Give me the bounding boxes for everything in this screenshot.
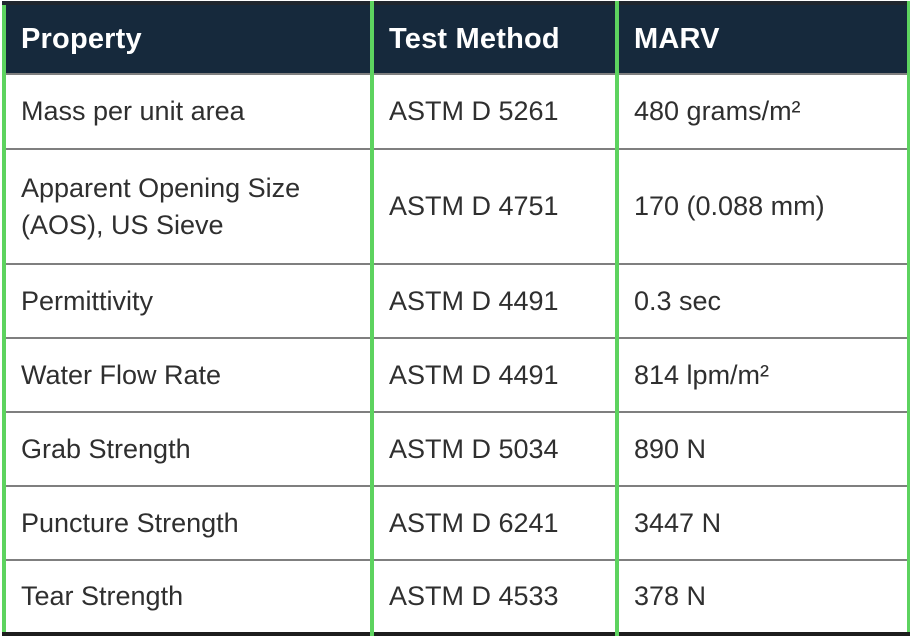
header-row: Property Test Method MARV xyxy=(4,3,909,75)
cell-property: Tear Strength xyxy=(21,581,184,612)
table-row: Puncture Strength ASTM D 6241 3447 N xyxy=(4,486,909,561)
table-row: Water Flow Rate ASTM D 4491 814 lpm/m² xyxy=(4,338,909,413)
cell-marv: 0.3 sec xyxy=(615,264,909,339)
cell-property: Mass per unit area xyxy=(4,74,372,150)
cell-marv: 3447 N xyxy=(615,486,909,561)
table-row: Apparent Opening Size (AOS), US Sieve AS… xyxy=(4,149,909,265)
cell-property: Grab Strength xyxy=(4,412,372,487)
table-row: Tear Strength ASTM D 4533 378 N xyxy=(4,560,909,634)
cell-test-method: ASTM D 4491 xyxy=(370,264,617,339)
cell-marv: 890 N xyxy=(615,412,909,487)
col-header-marv: MARV xyxy=(615,3,909,75)
table-row: Permittivity ASTM D 4491 0.3 sec xyxy=(4,264,909,339)
col-header-property: Property xyxy=(4,3,372,75)
cell-property: Water Flow Rate xyxy=(4,338,372,413)
cell-test-method: ASTM D 4491 xyxy=(370,338,617,413)
cell-test-method: ASTM D 6241 xyxy=(370,486,617,561)
col-header-test-method: Test Method xyxy=(370,3,617,75)
table-body: Mass per unit area ASTM D 5261 480 grams… xyxy=(4,74,909,634)
cell-test-method: ASTM D 5034 xyxy=(370,412,617,487)
cell-property: Puncture Strength xyxy=(4,486,372,561)
cell-test-method: ASTM D 5261 xyxy=(370,74,617,150)
cell-test-method: ASTM D 4533 xyxy=(370,560,617,634)
cell-property: Permittivity xyxy=(4,264,372,339)
cell-marv: 378 N xyxy=(615,560,909,634)
cell-marv: 480 grams/m² xyxy=(615,74,909,150)
table-row: Mass per unit area ASTM D 5261 480 grams… xyxy=(4,74,909,150)
cell-marv: 170 (0.088 mm) xyxy=(615,149,909,265)
table-row: Grab Strength ASTM D 5034 890 N xyxy=(4,412,909,487)
cell-test-method: ASTM D 4751 xyxy=(370,149,617,265)
cell-property: Apparent Opening Size (AOS), US Sieve xyxy=(4,149,372,265)
cell-marv: 814 lpm/m² xyxy=(615,338,909,413)
